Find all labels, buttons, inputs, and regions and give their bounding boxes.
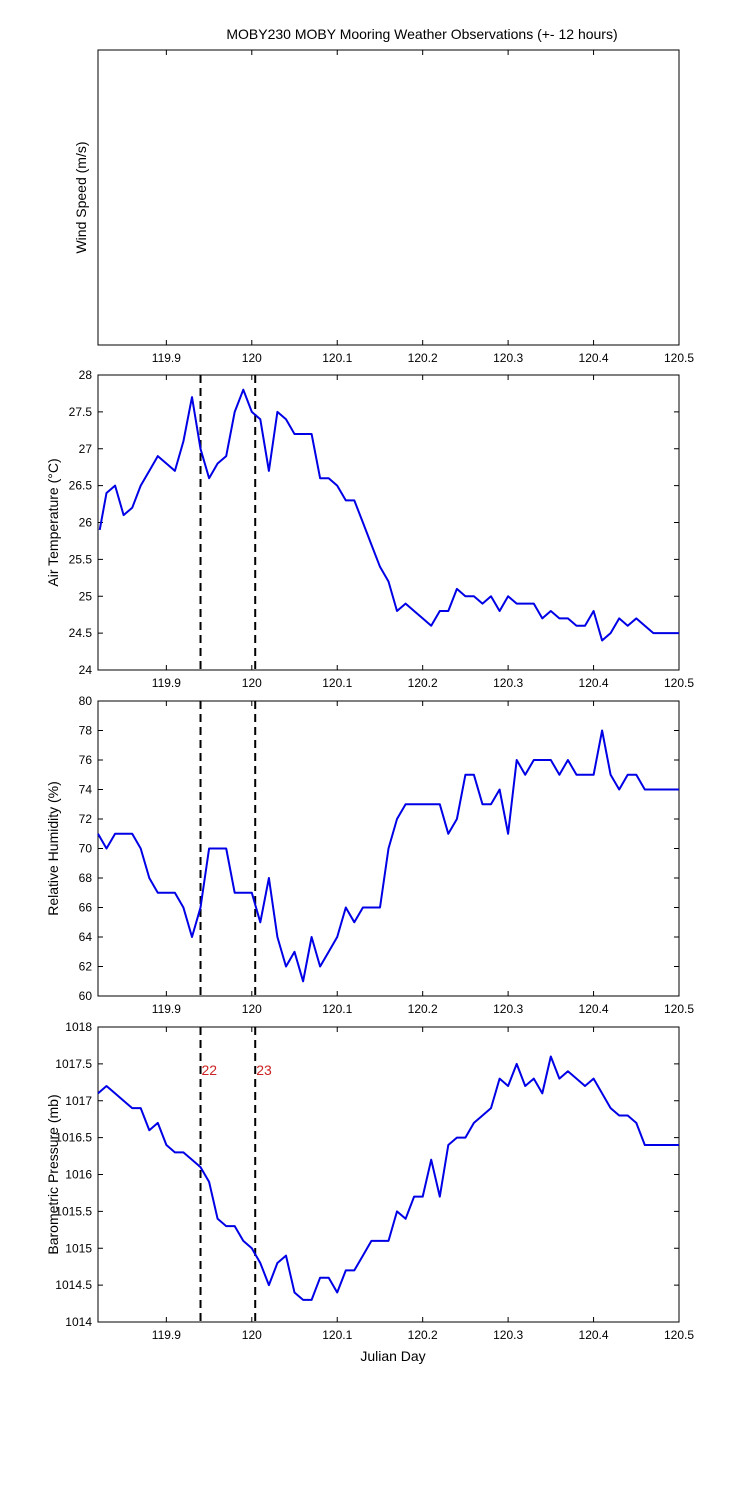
x-tick-label: 120.1 <box>322 351 352 365</box>
y-tick-label: 74 <box>79 783 93 797</box>
series-line <box>97 1055 679 1301</box>
y-tick-label: 78 <box>79 724 93 738</box>
y-tick-label: 1014 <box>65 1315 92 1329</box>
series-line <box>97 729 679 983</box>
y-tick-label: 80 <box>79 694 93 708</box>
figure-title: MOBY230 MOBY Mooring Weather Observation… <box>226 26 617 42</box>
y-axis-label: Barometric Pressure (mb) <box>45 1094 61 1254</box>
event-line-label: 23 <box>256 1062 272 1078</box>
x-tick-label: 120.1 <box>322 676 352 690</box>
y-tick-label: 60 <box>79 989 93 1003</box>
y-axis-label: Wind Speed (m/s) <box>73 141 89 253</box>
y-tick-label: 24.5 <box>69 626 93 640</box>
y-tick-label: 66 <box>79 901 93 915</box>
y-tick-label: 28 <box>79 368 93 382</box>
y-tick-label: 68 <box>79 871 93 885</box>
x-tick-label: 120.3 <box>493 676 523 690</box>
x-tick-label: 120.4 <box>579 1328 609 1342</box>
x-tick-label: 120.3 <box>493 351 523 365</box>
x-tick-label: 119.9 <box>152 1002 181 1016</box>
x-tick-label: 120.2 <box>408 1002 438 1016</box>
x-tick-label: 120 <box>242 1328 262 1342</box>
x-tick-label: 119.9 <box>152 676 181 690</box>
x-tick-label: 120.3 <box>493 1002 523 1016</box>
y-tick-label: 24 <box>79 663 93 677</box>
plot-frame <box>97 374 680 671</box>
y-tick-label: 1015 <box>65 1241 92 1255</box>
x-tick-label: 119.9 <box>152 351 181 365</box>
x-tick-label: 120.2 <box>408 351 438 365</box>
y-axis-label: Relative Humidity (%) <box>45 781 61 916</box>
panel-3: 119.9 120 120.1 120.2 120.3 120.4 120.5 60 62 64 6… <box>45 694 694 1016</box>
y-tick-label: 1015.5 <box>55 1204 92 1218</box>
x-tick-label: 120 <box>242 1002 262 1016</box>
x-tick-label: 120 <box>242 351 262 365</box>
x-tick-label: 120.4 <box>579 676 609 690</box>
y-tick-label: 76 <box>79 753 93 767</box>
x-tick-label: 120.1 <box>322 1328 352 1342</box>
x-tick-label: 120.1 <box>322 1002 352 1016</box>
y-tick-label: 27 <box>79 442 93 456</box>
y-tick-label: 1016 <box>65 1168 92 1182</box>
y-tick-label: 26.5 <box>69 479 93 493</box>
y-tick-label: 1014.5 <box>55 1278 92 1292</box>
y-tick-label: 70 <box>79 842 93 856</box>
y-axis-label: Air Temperature (°C) <box>45 458 61 586</box>
x-tick-label: 120.5 <box>664 351 694 365</box>
panel-2: 119.9 120 120.1 120.2 120.3 120.4 120.5 24 24.5 2… <box>45 368 694 690</box>
y-tick-label: 27.5 <box>69 405 93 419</box>
y-tick-label: 1017.5 <box>55 1057 92 1071</box>
x-tick-label: 120.2 <box>408 676 438 690</box>
y-tick-label: 72 <box>79 812 93 826</box>
x-tick-label: 120.5 <box>664 1002 694 1016</box>
y-tick-label: 1018 <box>65 1020 92 1034</box>
x-tick-label: 120.4 <box>579 351 609 365</box>
y-tick-label: 1017 <box>65 1094 92 1108</box>
plot-frame <box>97 49 680 346</box>
y-tick-label: 25.5 <box>69 552 93 566</box>
plot-frame <box>97 1026 680 1323</box>
panels: 119.9 120 120.1 120.2 120.3 120.4 120.5 Wind Sp… <box>45 49 694 1342</box>
x-tick-label: 119.9 <box>152 1328 181 1342</box>
y-tick-label: 1016.5 <box>55 1131 92 1145</box>
series-line <box>98 388 679 642</box>
event-line-label: 22 <box>202 1062 218 1078</box>
x-tick-label: 120.5 <box>664 1328 694 1342</box>
x-tick-label: 120.2 <box>408 1328 438 1342</box>
y-tick-label: 26 <box>79 516 93 530</box>
x-tick-label: 120 <box>242 676 262 690</box>
x-tick-label: 120.4 <box>579 1002 609 1016</box>
x-tick-label: 120.3 <box>493 1328 523 1342</box>
y-tick-label: 25 <box>79 589 93 603</box>
y-tick-label: 62 <box>79 960 93 974</box>
x-axis-label: Julian Day <box>360 1348 425 1364</box>
y-tick-label: 64 <box>79 930 93 944</box>
x-tick-label: 120.5 <box>664 676 694 690</box>
panel-1: 119.9 120 120.1 120.2 120.3 120.4 120.5 Wind Sp… <box>73 49 694 365</box>
panel-4: 119.9 120 120.1 120.2 120.3 120.4 120.5 1014 101… <box>45 1020 694 1342</box>
